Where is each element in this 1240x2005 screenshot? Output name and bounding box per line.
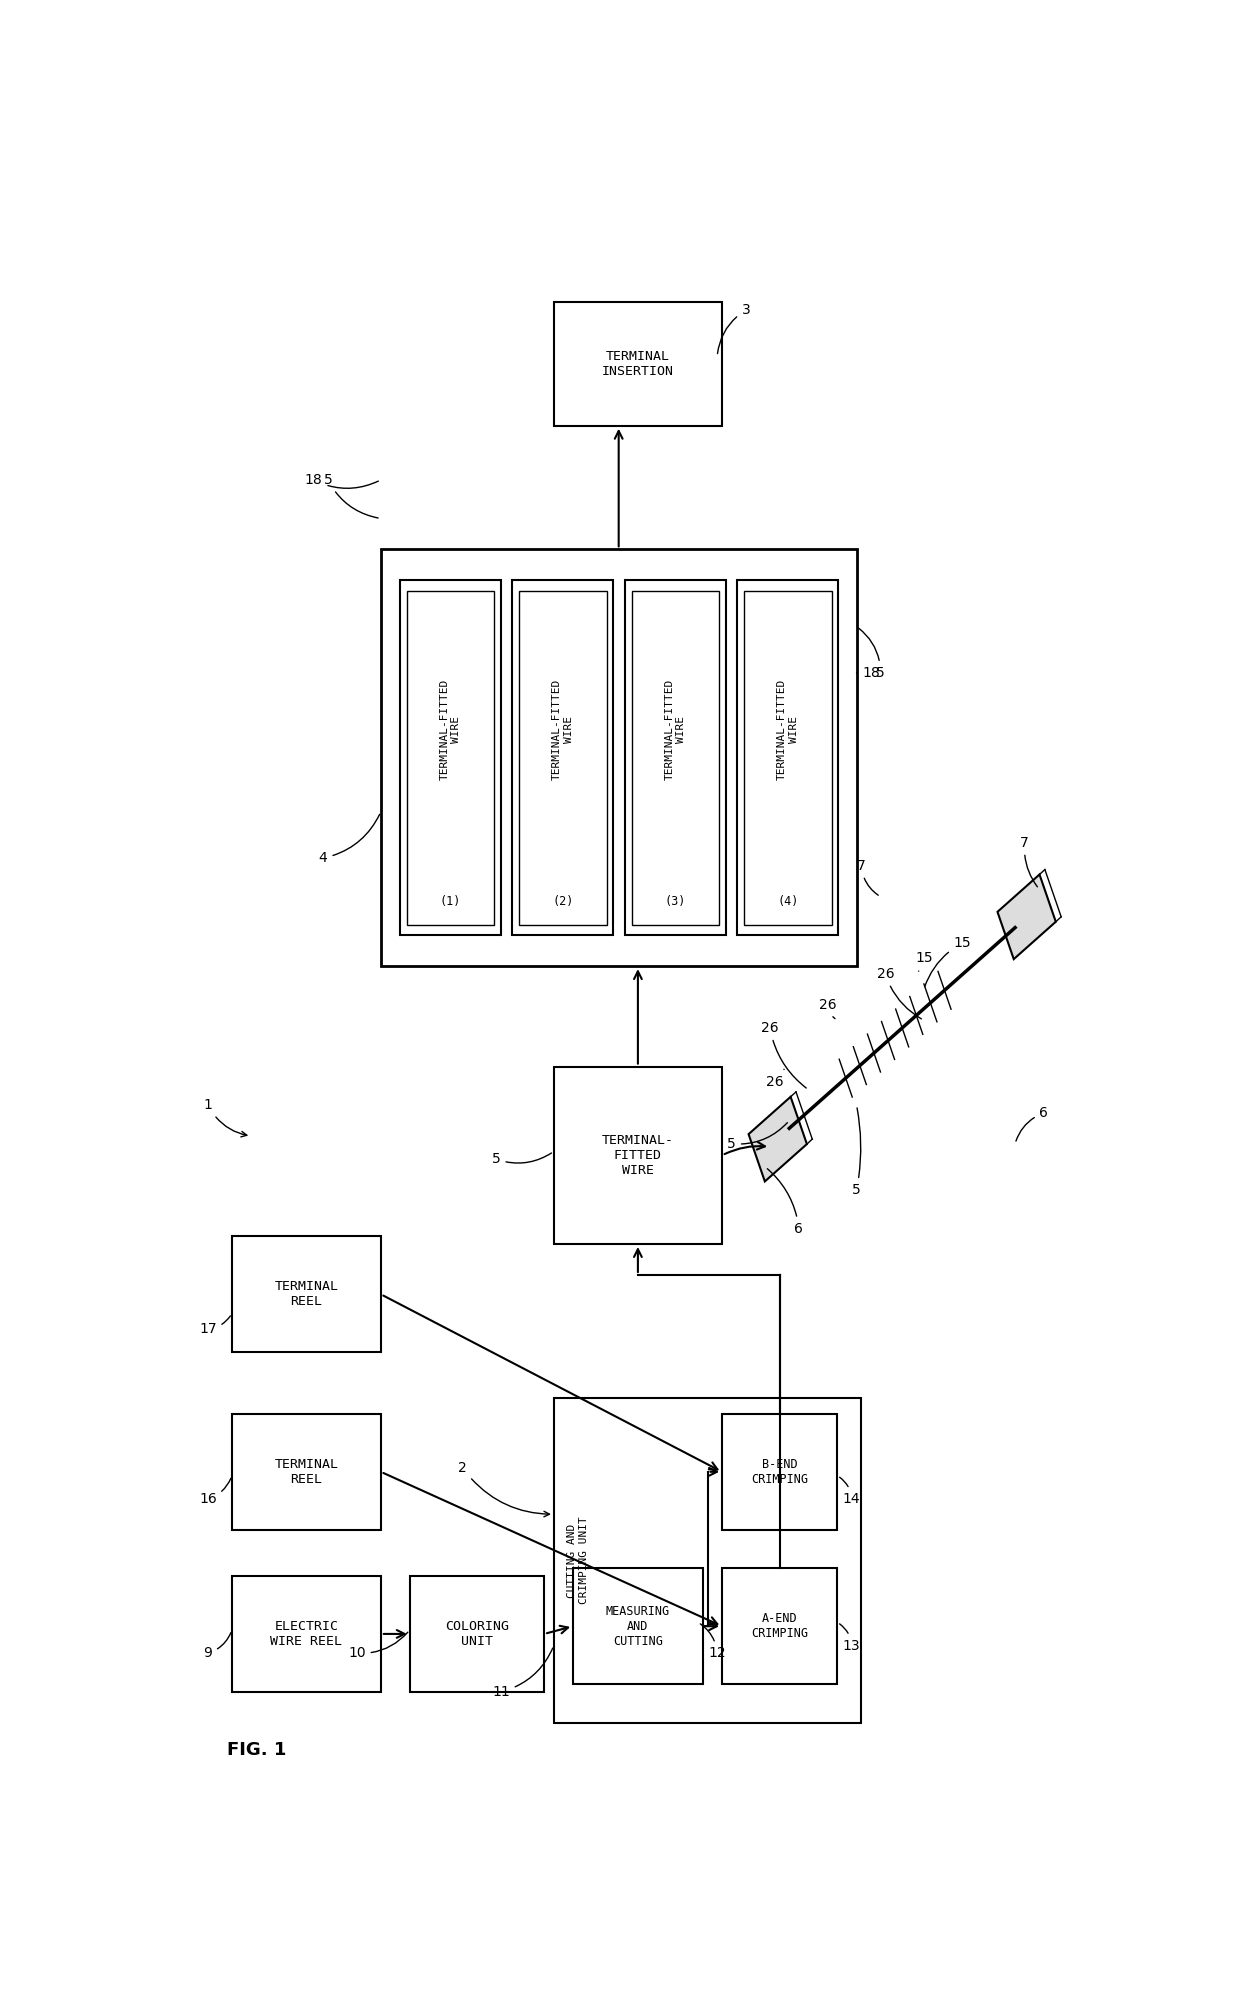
- Bar: [409, 1576, 544, 1692]
- Bar: [744, 591, 832, 924]
- Text: 17: 17: [200, 1315, 231, 1335]
- Text: TERMINAL-FITTED
WIRE: TERMINAL-FITTED WIRE: [665, 680, 686, 780]
- Text: 5: 5: [859, 628, 885, 680]
- Text: (2): (2): [552, 894, 574, 908]
- Text: TERMINAL
REEL: TERMINAL REEL: [274, 1281, 339, 1309]
- Text: TERMINAL-FITTED
WIRE: TERMINAL-FITTED WIRE: [777, 680, 799, 780]
- Text: (3): (3): [665, 894, 686, 908]
- Polygon shape: [997, 874, 1055, 958]
- Bar: [401, 579, 501, 934]
- Text: 15: 15: [915, 952, 932, 970]
- Text: TERMINAL-FITTED
WIRE: TERMINAL-FITTED WIRE: [440, 680, 461, 780]
- Text: 7: 7: [1021, 836, 1038, 886]
- Bar: [554, 303, 722, 425]
- Text: 3: 3: [718, 303, 750, 353]
- Text: 7: 7: [857, 858, 878, 894]
- Bar: [520, 591, 606, 924]
- Text: 1: 1: [203, 1099, 247, 1137]
- Text: 18: 18: [857, 666, 880, 680]
- Text: 5: 5: [852, 1109, 861, 1197]
- Bar: [738, 579, 838, 934]
- Text: MEASURING
AND
CUTTING: MEASURING AND CUTTING: [606, 1604, 670, 1648]
- Polygon shape: [749, 1097, 807, 1181]
- Bar: [554, 1067, 722, 1243]
- Text: A-END
CRIMPING: A-END CRIMPING: [751, 1612, 808, 1640]
- Text: 11: 11: [492, 1648, 553, 1698]
- Bar: [573, 1568, 703, 1684]
- Text: (4): (4): [777, 894, 799, 908]
- Text: 26: 26: [761, 1021, 806, 1089]
- Text: TERMINAL
INSERTION: TERMINAL INSERTION: [601, 351, 673, 379]
- Text: 18: 18: [305, 473, 378, 489]
- Bar: [232, 1237, 381, 1351]
- Text: B-END
CRIMPING: B-END CRIMPING: [751, 1458, 808, 1486]
- Text: 5: 5: [324, 473, 378, 517]
- Bar: [554, 1399, 862, 1722]
- Text: ELECTRIC
WIRE REEL: ELECTRIC WIRE REEL: [270, 1620, 342, 1648]
- Text: 15: 15: [925, 936, 971, 986]
- Text: 2: 2: [458, 1462, 549, 1518]
- Bar: [232, 1576, 381, 1692]
- Text: 5: 5: [492, 1153, 552, 1167]
- Text: FIG. 1: FIG. 1: [227, 1742, 286, 1760]
- Text: 9: 9: [203, 1632, 231, 1660]
- Text: 26: 26: [818, 998, 837, 1019]
- Bar: [631, 591, 719, 924]
- Text: 12: 12: [701, 1624, 725, 1660]
- Bar: [407, 591, 495, 924]
- Text: COLORING
UNIT: COLORING UNIT: [445, 1620, 508, 1648]
- Bar: [232, 1414, 381, 1530]
- Text: 5: 5: [727, 1123, 787, 1151]
- Text: 6: 6: [768, 1169, 804, 1235]
- Bar: [381, 549, 857, 966]
- Text: 4: 4: [319, 814, 379, 864]
- Bar: [512, 579, 614, 934]
- Text: (1): (1): [440, 894, 461, 908]
- Text: TERMINAL-FITTED
WIRE: TERMINAL-FITTED WIRE: [552, 680, 574, 780]
- Text: 14: 14: [839, 1478, 861, 1506]
- Bar: [722, 1414, 837, 1530]
- Text: 10: 10: [348, 1632, 408, 1660]
- Text: 6: 6: [1016, 1107, 1048, 1141]
- Bar: [625, 579, 725, 934]
- Text: 16: 16: [198, 1478, 231, 1506]
- Bar: [722, 1568, 837, 1684]
- Text: 13: 13: [839, 1624, 861, 1652]
- Text: CUTTING AND
CRIMPING UNIT: CUTTING AND CRIMPING UNIT: [567, 1516, 589, 1604]
- Text: 26: 26: [766, 1069, 784, 1089]
- Text: 26: 26: [877, 966, 921, 1019]
- Text: TERMINAL
REEL: TERMINAL REEL: [274, 1458, 339, 1486]
- Text: TERMINAL-
FITTED
WIRE: TERMINAL- FITTED WIRE: [601, 1135, 673, 1177]
